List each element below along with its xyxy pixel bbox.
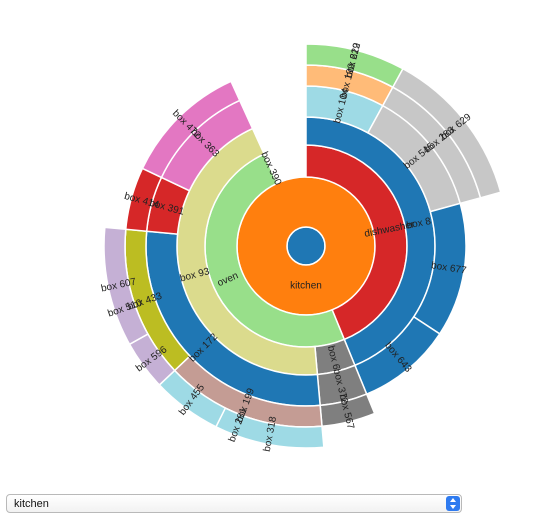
arc-box-629[interactable] xyxy=(391,67,502,199)
arc-box-472[interactable] xyxy=(141,80,241,179)
room-select-value: kitchen xyxy=(14,498,49,510)
select-updown-arrow-icon[interactable] xyxy=(446,496,460,511)
sunburst-arcs xyxy=(103,43,502,449)
arc-box-607[interactable] xyxy=(103,226,149,346)
arc-box-390[interactable] xyxy=(263,153,279,185)
room-select[interactable]: kitchen xyxy=(6,494,462,513)
